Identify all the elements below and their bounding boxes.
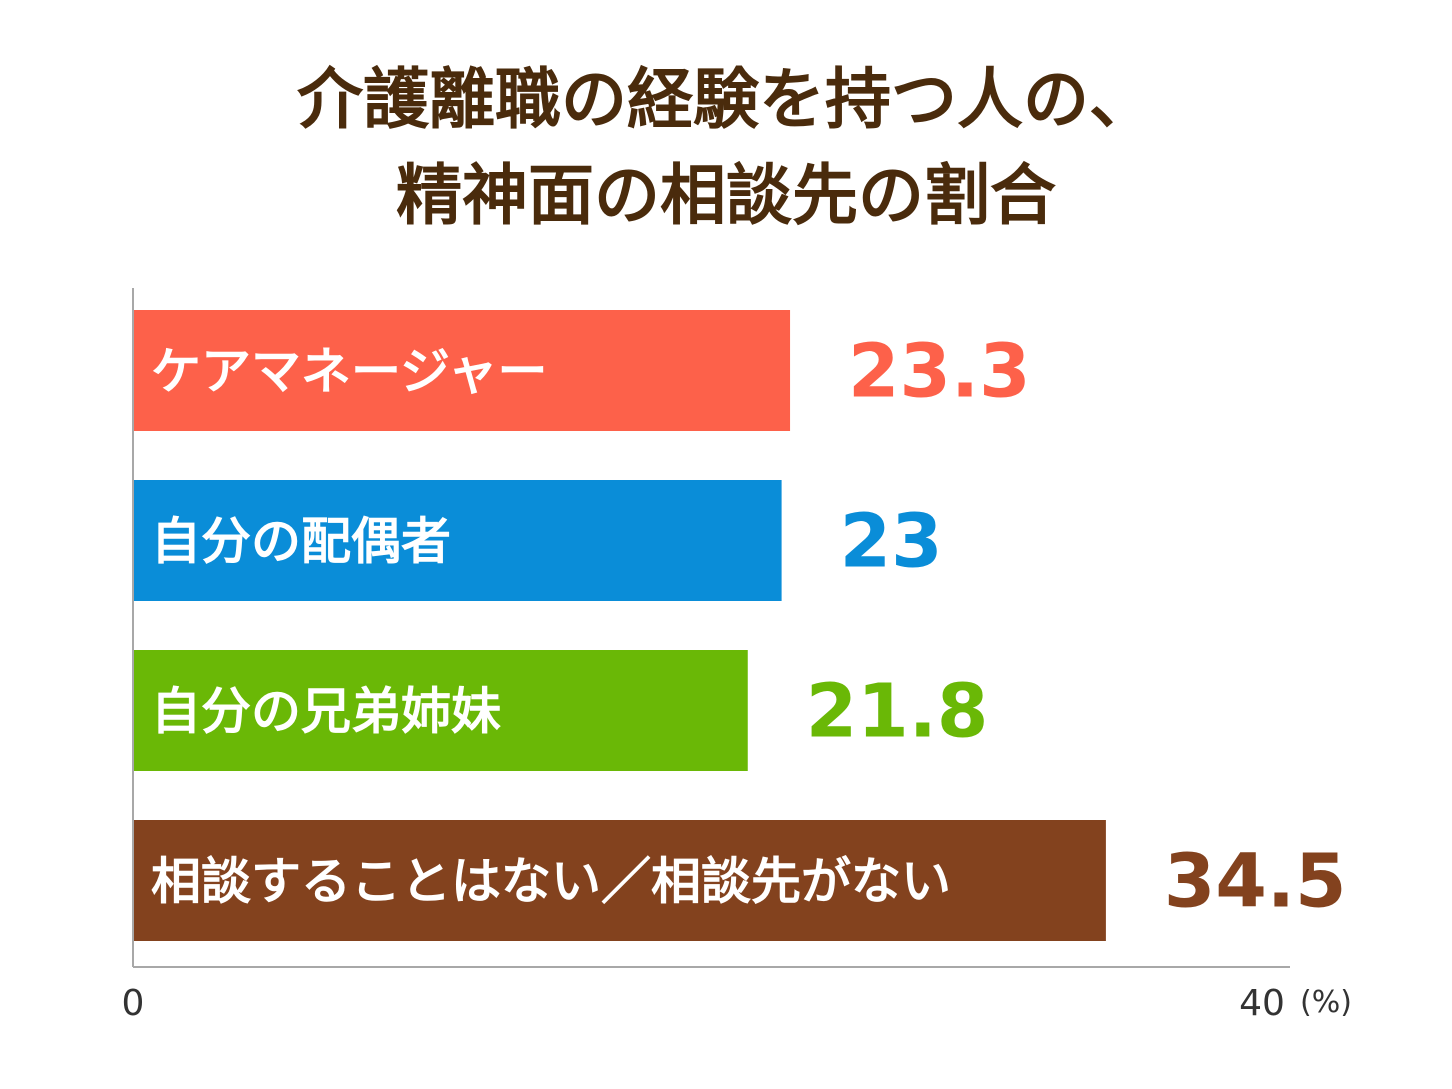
bar-value-label-1: 23 (840, 499, 943, 585)
bar-2 (133, 650, 748, 771)
bar-value-label-3: 34.5 (1164, 839, 1347, 925)
bar-0 (133, 310, 791, 431)
x-tick-label-min: 0 (122, 983, 145, 1024)
bar-category-label-0: ケアマネージャー (151, 343, 548, 401)
chart-title-line-2: 精神面の相談先の割合 (396, 157, 1056, 234)
bar-category-label-3: 相談することはない／相談先がない (151, 853, 951, 911)
x-axis-unit: (%) (1300, 985, 1352, 1020)
chart-title-line-1: 介護離職の経験を持つ人の、 (297, 61, 1155, 138)
bar-category-label-2: 自分の兄弟姉妹 (151, 683, 501, 741)
bar-value-label-2: 21.8 (806, 669, 989, 755)
bar-category-label-1: 自分の配偶者 (151, 513, 451, 571)
bar-value-label-0: 23.3 (848, 329, 1031, 415)
bar-3 (133, 820, 1106, 941)
bar-1 (133, 480, 782, 601)
bar-group: ケアマネージャー 23.3 自分の配偶者 23 自分の兄弟姉妹 21.8 相談することはない… (133, 310, 1346, 941)
x-tick-label-max: 40 (1239, 983, 1285, 1024)
